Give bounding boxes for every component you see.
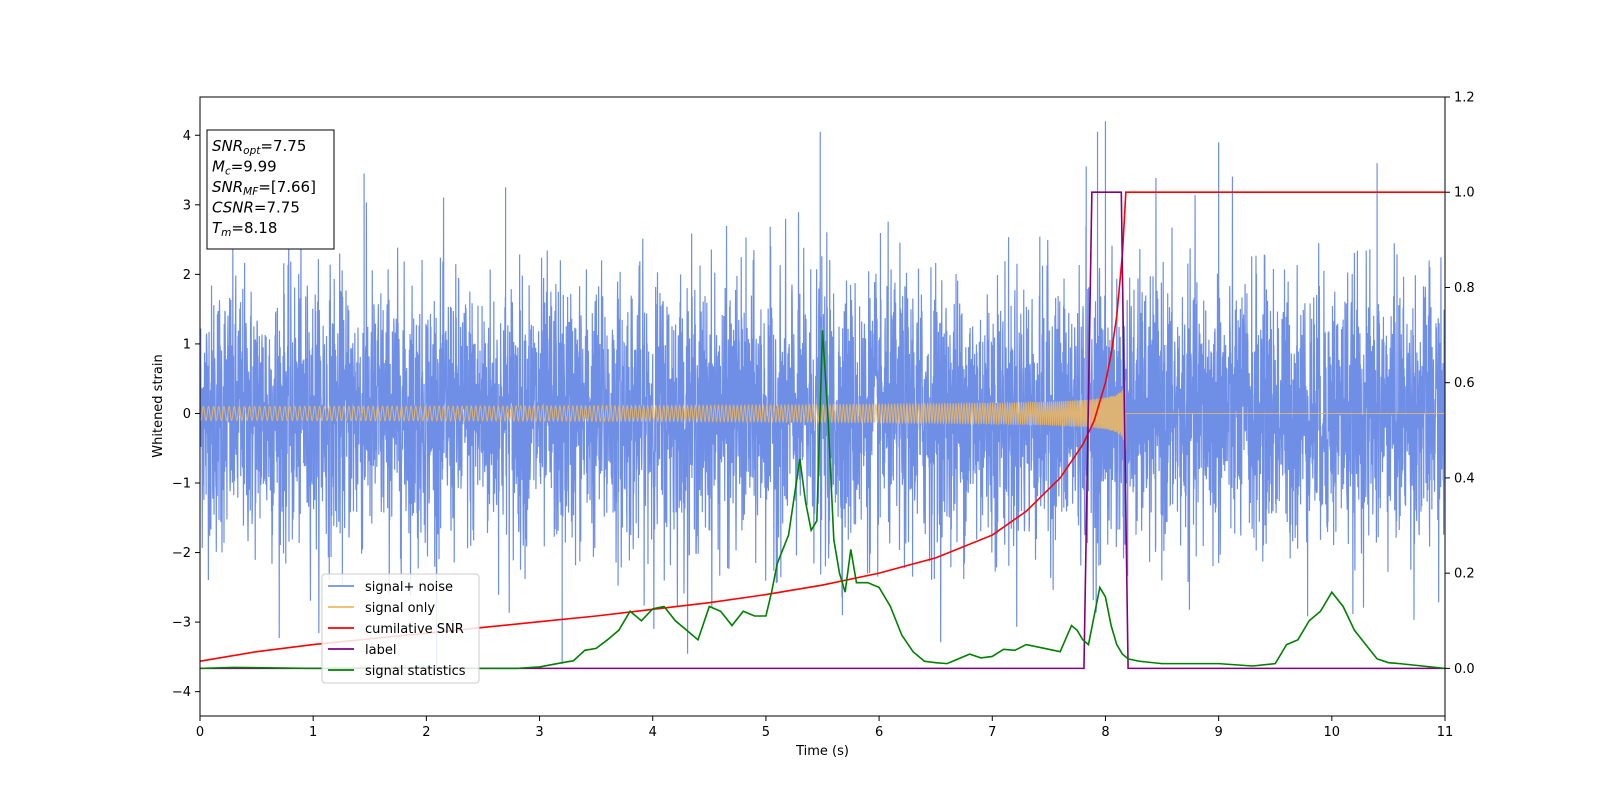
legend-frame [321, 573, 480, 684]
x-tick-label: 5 [762, 725, 770, 740]
y2-tick-label: 0.2 [1454, 567, 1475, 582]
y2-tick-label: 0.8 [1454, 281, 1475, 296]
plot-frame [199, 96, 1446, 717]
series-signal-only-line [200, 380, 1445, 450]
y2-tick-label: 0.4 [1454, 471, 1475, 486]
legend-label: signal only [365, 601, 435, 616]
y-tick-label: 4 [183, 129, 191, 144]
y-tick-label: 3 [183, 198, 191, 213]
y-tick-label: −1 [172, 477, 191, 492]
series-signal-statistics-line [200, 330, 1445, 670]
y-tick-label: −2 [172, 546, 191, 561]
legend-label: cumilative SNR [365, 622, 464, 637]
y-tick-label: 1 [183, 337, 191, 352]
x-tick-label: 3 [535, 725, 543, 740]
x-tick-label: 6 [875, 725, 883, 740]
y2-tick-label: 0.0 [1454, 662, 1475, 677]
x-axis-label: Time (s) [795, 744, 849, 759]
y-axis-label: Whitened strain [151, 354, 166, 457]
x-tick-label: 10 [1324, 725, 1341, 740]
x-tick-label: 9 [1214, 725, 1222, 740]
x-tick-label: 4 [649, 725, 657, 740]
x-tick-label: 1 [309, 725, 317, 740]
x-tick-label: 2 [422, 725, 430, 740]
annotation-line: Mc=9.99 [212, 158, 277, 178]
y2-tick-label: 1.2 [1454, 91, 1475, 106]
y-tick-label: 0 [183, 407, 191, 422]
x-tick-label: 0 [196, 725, 204, 740]
legend-label: signal statistics [365, 664, 466, 679]
legend-label: signal+ noise [365, 580, 453, 595]
y-tick-label: −3 [172, 616, 191, 631]
annotation-line: SNRopt=7.75 [212, 137, 306, 157]
y-tick-label: −4 [172, 685, 191, 700]
y2-tick-label: 1.0 [1454, 186, 1475, 201]
x-tick-label: 7 [988, 725, 996, 740]
annotation-line: SNRMF=[7.66] [212, 178, 316, 198]
x-tick-label: 8 [1101, 725, 1109, 740]
y-tick-label: 2 [183, 268, 191, 283]
annotation-line: Tm=8.18 [212, 219, 277, 239]
axes-layer: 0 1 2 3 4 5 6 7 8 9 10 11 −4 −3 −2 −1 0 1 2 3 4 0.0 0.2 0.4 0.6 0… [172, 91, 1475, 741]
legend: signal+ noise signal only cumilative SNR la… [321, 573, 480, 684]
annotation-line: CSNR=7.75 [212, 199, 300, 217]
legend-label: label [365, 643, 396, 658]
annotation-frame [206, 129, 335, 250]
y2-tick-label: 0.6 [1454, 376, 1475, 391]
series-label-line [200, 191, 1445, 670]
x-tick-label: 11 [1437, 725, 1454, 740]
